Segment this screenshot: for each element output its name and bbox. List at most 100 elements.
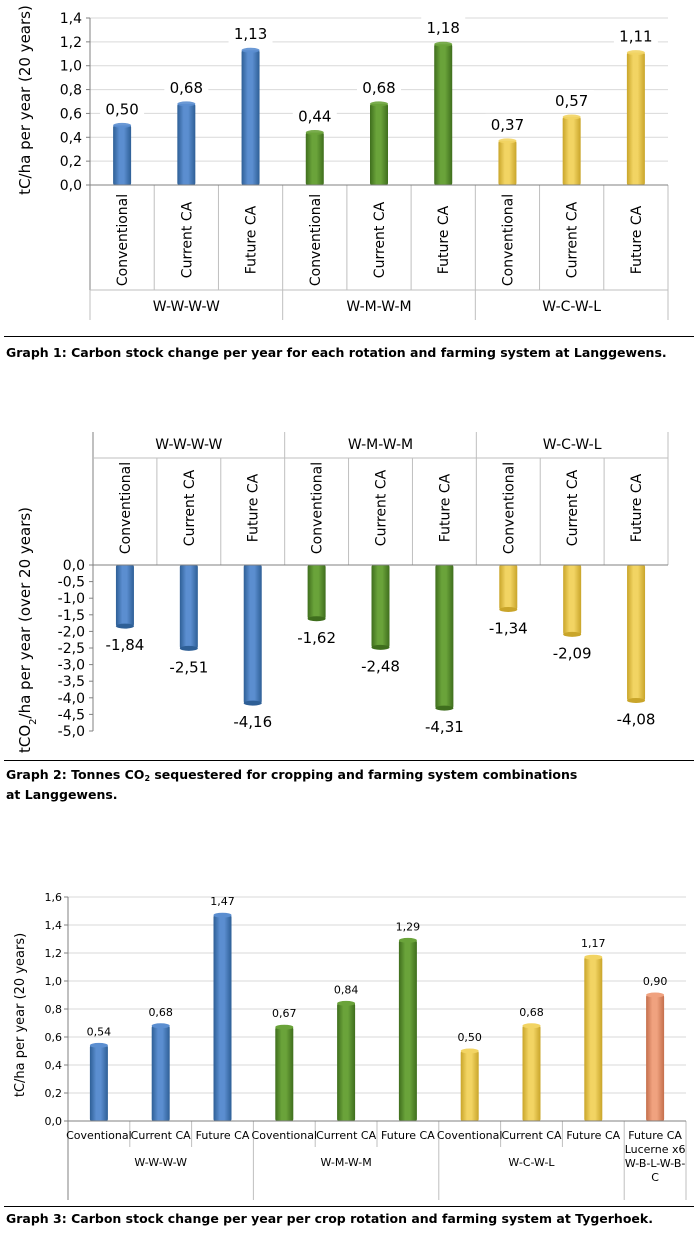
bar-cap [115, 623, 134, 629]
data-label-bg [549, 90, 594, 111]
bar [371, 565, 390, 648]
data-label: 1,13 [234, 25, 267, 43]
bar [177, 103, 196, 185]
bar [435, 565, 454, 709]
group-label: W-C-W-L [508, 1156, 555, 1169]
y-tick-label: -4,5 [58, 707, 85, 723]
data-label-bg [228, 711, 277, 732]
bar [337, 1003, 356, 1121]
bar-cap [371, 644, 390, 650]
caption-graph-2-line2: at Langgewens. [6, 787, 118, 802]
category-label: Current CA [372, 201, 388, 278]
bar-cap [151, 1023, 170, 1029]
data-label: -1,84 [106, 636, 145, 654]
bar-cap [627, 697, 646, 703]
y-tick-label: 1,6 [45, 891, 63, 904]
data-label-bg [292, 626, 341, 647]
data-label: 0,68 [362, 79, 395, 97]
data-label: 0,50 [105, 100, 138, 118]
data-label-bg [164, 76, 209, 97]
group-label: W-W-W-W [134, 1156, 187, 1169]
caption-graph-2-pre: Graph 2: Tonnes CO [6, 767, 145, 782]
bar [646, 995, 665, 1121]
y-axis-title-pre: tCO [16, 725, 34, 753]
group-label: W-B-L-W-B- [625, 1157, 686, 1170]
data-label: 0,68 [519, 1006, 544, 1019]
data-label: 0,90 [643, 975, 668, 988]
category-label: Coventional [437, 1129, 503, 1142]
bar-cap [460, 1048, 479, 1054]
caption-rule-1 [4, 336, 694, 337]
category-label: Current CA [179, 201, 195, 278]
y-axis-title-sub: 2 [28, 718, 39, 724]
bar-cap [179, 645, 198, 651]
category-label: Future CA [246, 473, 262, 542]
y-tick-label: -1,5 [58, 608, 85, 624]
group-label: W-C-W-L [542, 299, 601, 315]
category-label: Conventional [115, 194, 131, 286]
data-label: -4,31 [425, 718, 464, 736]
bar [460, 1051, 479, 1121]
data-label-bg [100, 634, 149, 655]
category-label: Future CA [628, 1129, 682, 1142]
data-label: 1,17 [581, 937, 606, 950]
bar-cap [562, 114, 581, 120]
bar-cap [89, 1042, 108, 1048]
category-label: Future CA [381, 1129, 435, 1142]
data-label-bg [100, 98, 145, 119]
caption-graph-3: Graph 3: Carbon stock change per year pe… [6, 1211, 653, 1226]
data-label-bg [228, 23, 273, 44]
data-label-bg [484, 617, 533, 638]
data-label: 0,68 [148, 1006, 173, 1019]
bar [563, 565, 582, 635]
bar-cap [522, 1023, 541, 1029]
bar [305, 132, 324, 185]
data-label: 0,57 [555, 92, 588, 110]
data-label: -1,34 [489, 619, 528, 637]
y-tick-label: 0,4 [60, 130, 82, 146]
category-label: Future CA [244, 205, 260, 274]
y-tick-label: 0,2 [60, 154, 82, 170]
category-label: Current CA [374, 469, 390, 546]
bar [627, 565, 646, 701]
bar-cap [563, 631, 582, 637]
bar [307, 565, 326, 619]
y-axis-title-post: /ha per year (over 20 years) [16, 507, 34, 719]
data-label-bg [421, 17, 466, 38]
y-tick-label: 0,6 [45, 1031, 63, 1044]
y-tick-label: -4,0 [58, 691, 85, 707]
data-label: 1,29 [396, 920, 421, 933]
category-label: Future CA [566, 1129, 620, 1142]
y-tick-label: -3,5 [58, 674, 85, 690]
y-axis-title: tC/ha per year (20 years) [16, 5, 34, 195]
y-tick-label: 0,0 [63, 558, 85, 574]
y-tick-label: 0,0 [60, 178, 82, 194]
bar [89, 1045, 108, 1121]
group-label: W-C-W-L [543, 437, 602, 453]
y-tick-label: 1,0 [45, 975, 63, 988]
y-tick-label: 0,2 [45, 1087, 63, 1100]
y-tick-label: -1,0 [58, 591, 85, 607]
data-label: 1,11 [619, 28, 652, 46]
y-tick-label: 0,4 [45, 1059, 63, 1072]
category-label: Conventional [310, 462, 326, 554]
bar-cap [337, 1000, 356, 1006]
bar [626, 52, 645, 185]
bar [115, 565, 134, 627]
bar [243, 565, 262, 704]
data-label: -2,51 [169, 658, 208, 676]
category-label: Future CA [436, 205, 452, 274]
bar-cap [213, 912, 232, 918]
bar [275, 1027, 294, 1121]
group-label: C [651, 1171, 659, 1184]
caption-graph-1: Graph 1: Carbon stock change per year fo… [6, 345, 667, 360]
category-label: Current CA [131, 1129, 191, 1142]
group-label: W-M-W-M [348, 437, 413, 453]
data-label-bg [485, 113, 530, 134]
category-label: Current CA [182, 469, 198, 546]
y-tick-label: 1,0 [60, 59, 82, 75]
data-label: 1,18 [427, 19, 460, 37]
bar-cap [113, 122, 132, 128]
caption-rule-3 [4, 1206, 694, 1207]
bar-cap [305, 130, 324, 136]
